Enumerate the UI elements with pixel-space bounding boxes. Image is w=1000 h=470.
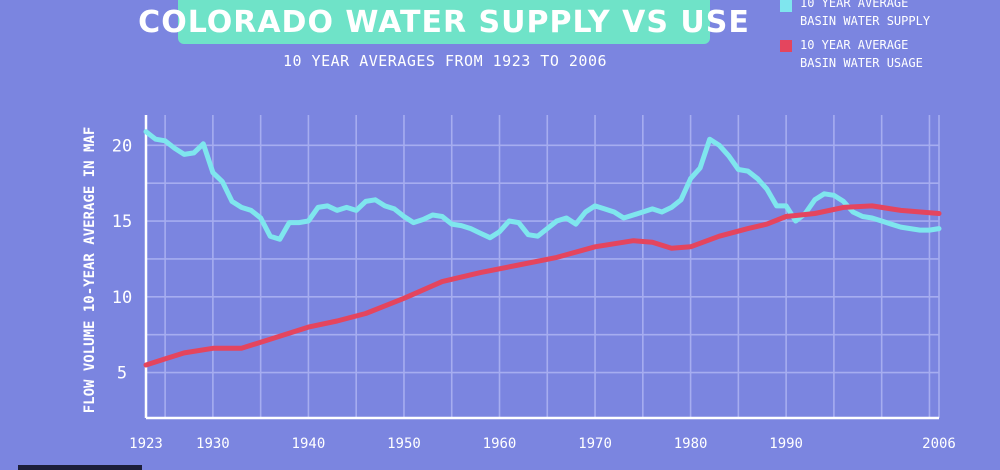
x-tick-label: 1940 — [292, 436, 326, 452]
chart-subtitle: 10 YEAR AVERAGES FROM 1923 TO 2006 — [282, 52, 608, 70]
legend-usage-line1: 10 YEAR AVERAGE — [800, 38, 909, 52]
title-banner: COLORADO WATER SUPPLY VS USE — [138, 0, 749, 44]
x-tick-label: 1990 — [769, 436, 803, 452]
supply-series-line — [143, 129, 942, 242]
legend-supply-line2: BASIN WATER SUPPLY — [800, 14, 931, 28]
x-tick-label: 1930 — [196, 436, 230, 452]
y-tick-label: 5 — [117, 364, 127, 384]
x-tick-label: 1970 — [578, 436, 612, 452]
chart-title: COLORADO WATER SUPPLY VS USE — [138, 4, 750, 40]
legend-usage-line2: BASIN WATER USAGE — [800, 56, 923, 70]
x-tick-label: 1980 — [674, 436, 708, 452]
legend-swatch-supply — [780, 0, 792, 12]
x-tick-label: 2006 — [922, 436, 956, 452]
legend-supply-line1: 10 YEAR AVERAGE — [800, 0, 909, 10]
series — [143, 129, 942, 368]
grid — [146, 115, 940, 418]
legend-label-supply: 10 YEAR AVERAGE BASIN WATER SUPPLY — [800, 0, 930, 30]
video-progress-bar — [18, 465, 142, 470]
x-tick-label: 1950 — [387, 436, 421, 452]
legend-label-usage: 10 YEAR AVERAGE BASIN WATER USAGE — [800, 36, 923, 72]
y-tick-label: 20 — [112, 136, 132, 156]
usage-series-line — [143, 203, 942, 368]
y-tick-label: 10 — [112, 288, 132, 308]
x-tick-label: 1923 — [129, 436, 163, 452]
y-tick-label: 15 — [112, 212, 132, 232]
y-axis-label: FLOW VOLUME 10-YEAR AVERAGE IN MAF — [82, 127, 98, 414]
x-tick-label: 1960 — [483, 436, 517, 452]
axes: 1923 1930 1940 1950 1960 1970 1980 1990 2006 5 10 1… — [112, 115, 956, 452]
legend-swatch-usage — [780, 40, 792, 52]
